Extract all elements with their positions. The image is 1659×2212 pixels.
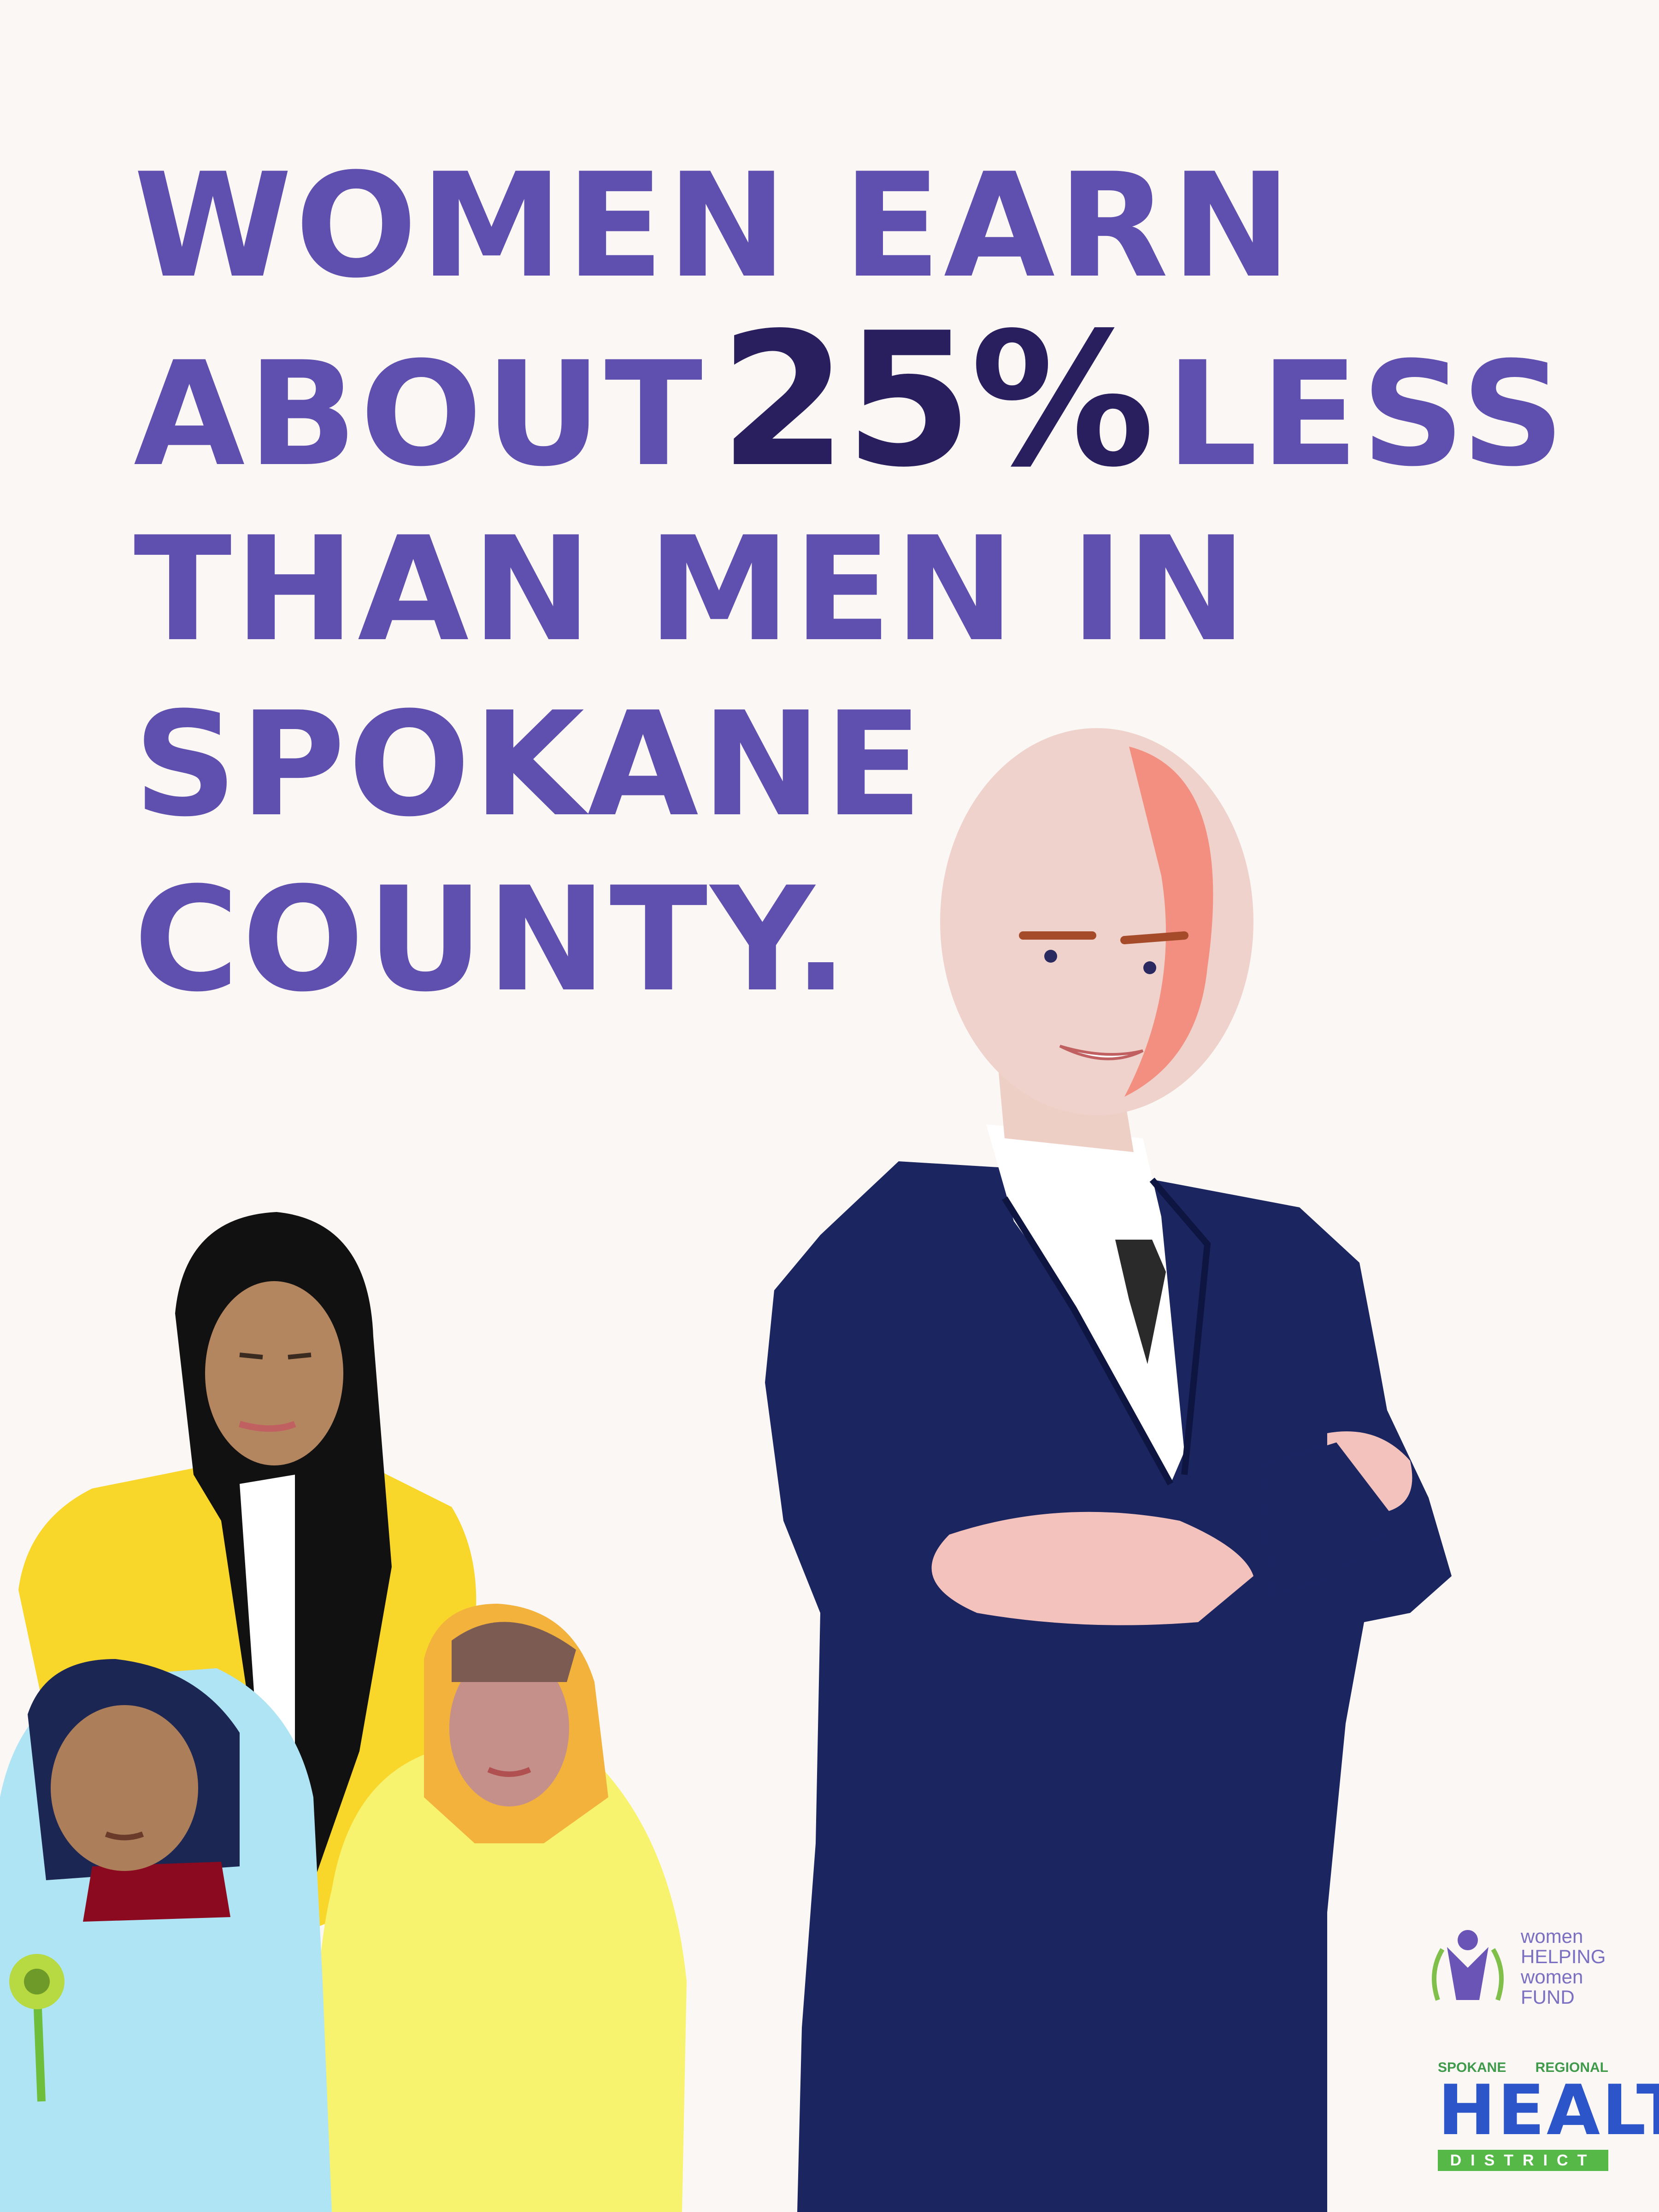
headline-line-4: SPOKANE bbox=[134, 677, 1562, 852]
headline-less: LESS bbox=[1166, 330, 1567, 498]
headline: WOMEN EARN ABOUT25%LESS THAN MEN IN SPOK… bbox=[134, 138, 1562, 1027]
srhd-district: DISTRICT bbox=[1438, 2150, 1608, 2171]
srhd-health: HEALTH bbox=[1438, 2074, 1608, 2147]
spokane-regional-health-district-logo: SPOKANE REGIONAL HEALTH DISTRICT bbox=[1438, 2051, 1608, 2184]
headline-line-3: THAN MEN IN bbox=[134, 502, 1562, 677]
child-blue-hoodie bbox=[0, 1659, 332, 2212]
headline-line-2: ABOUT25%LESS bbox=[134, 313, 1562, 502]
headline-about: ABOUT bbox=[134, 330, 706, 498]
headline-percentage: 25% bbox=[719, 294, 1152, 508]
whw-wordmark: women HELPING women FUND bbox=[1521, 1926, 1606, 2007]
headline-line-5: COUNTY. bbox=[134, 852, 1562, 1027]
headline-line-1: WOMEN EARN bbox=[134, 138, 1562, 313]
whw-figure-icon bbox=[1419, 1922, 1516, 2014]
women-helping-women-fund-logo: women HELPING women FUND bbox=[1419, 1922, 1631, 2014]
